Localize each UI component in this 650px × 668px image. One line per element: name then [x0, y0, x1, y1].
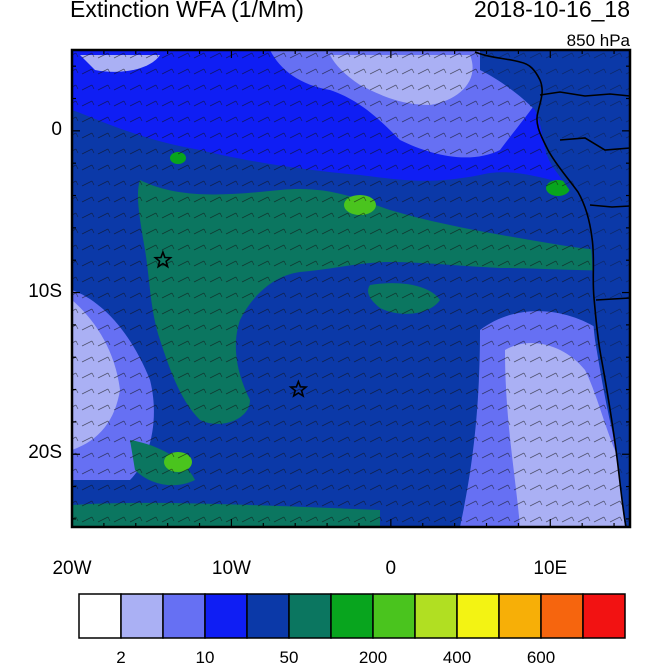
- colorbar-swatch: [330, 593, 374, 639]
- colorbar-swatch: [414, 593, 458, 639]
- map-title: Extinction WFA (1/Mm): [70, 0, 304, 22]
- colorbar-label: 10: [195, 648, 215, 667]
- colorbar-swatch: [204, 593, 248, 639]
- colorbar-label: 50: [279, 648, 299, 667]
- map-datetime: 2018-10-16_18: [473, 0, 630, 22]
- colorbar-swatch: [540, 593, 584, 639]
- colorbar-swatch: [498, 593, 542, 639]
- lon-tick-label: 10E: [533, 558, 568, 579]
- map-field: [72, 50, 630, 527]
- lat-tick-label: 20S: [28, 442, 62, 464]
- lat-tick-label: 0: [51, 118, 62, 140]
- colorbar-swatch: [288, 593, 332, 639]
- star-marker: [288, 379, 309, 398]
- colorbar-swatch: [78, 593, 122, 639]
- lat-tick-label: 10S: [28, 280, 62, 302]
- colorbar-swatch: [582, 593, 626, 639]
- site-markers: [153, 249, 309, 398]
- colorbar: [78, 593, 626, 639]
- colorbar-label: 400: [442, 648, 472, 667]
- colorbar-swatch: [372, 593, 416, 639]
- wind-barbs: [72, 50, 630, 527]
- pressure-level: 850 hPa: [566, 31, 630, 50]
- colorbar-label: 600: [526, 648, 556, 667]
- colorbar-swatch: [120, 593, 164, 639]
- lon-tick-label: 10W: [211, 558, 251, 579]
- colorbar-label: 2: [116, 648, 126, 667]
- coastline: [474, 51, 631, 528]
- land-barbs: [480, 50, 630, 527]
- tick-marks: [71, 50, 630, 527]
- colorbar-swatch: [162, 593, 206, 639]
- colorbar-swatch: [246, 593, 290, 639]
- lon-tick-label: 0: [385, 558, 397, 579]
- star-marker: [153, 249, 173, 269]
- map-frame: [70, 48, 632, 529]
- lon-tick-label: 20W: [52, 558, 92, 579]
- colorbar-label: 200: [358, 648, 388, 667]
- colorbar-swatch: [456, 593, 500, 639]
